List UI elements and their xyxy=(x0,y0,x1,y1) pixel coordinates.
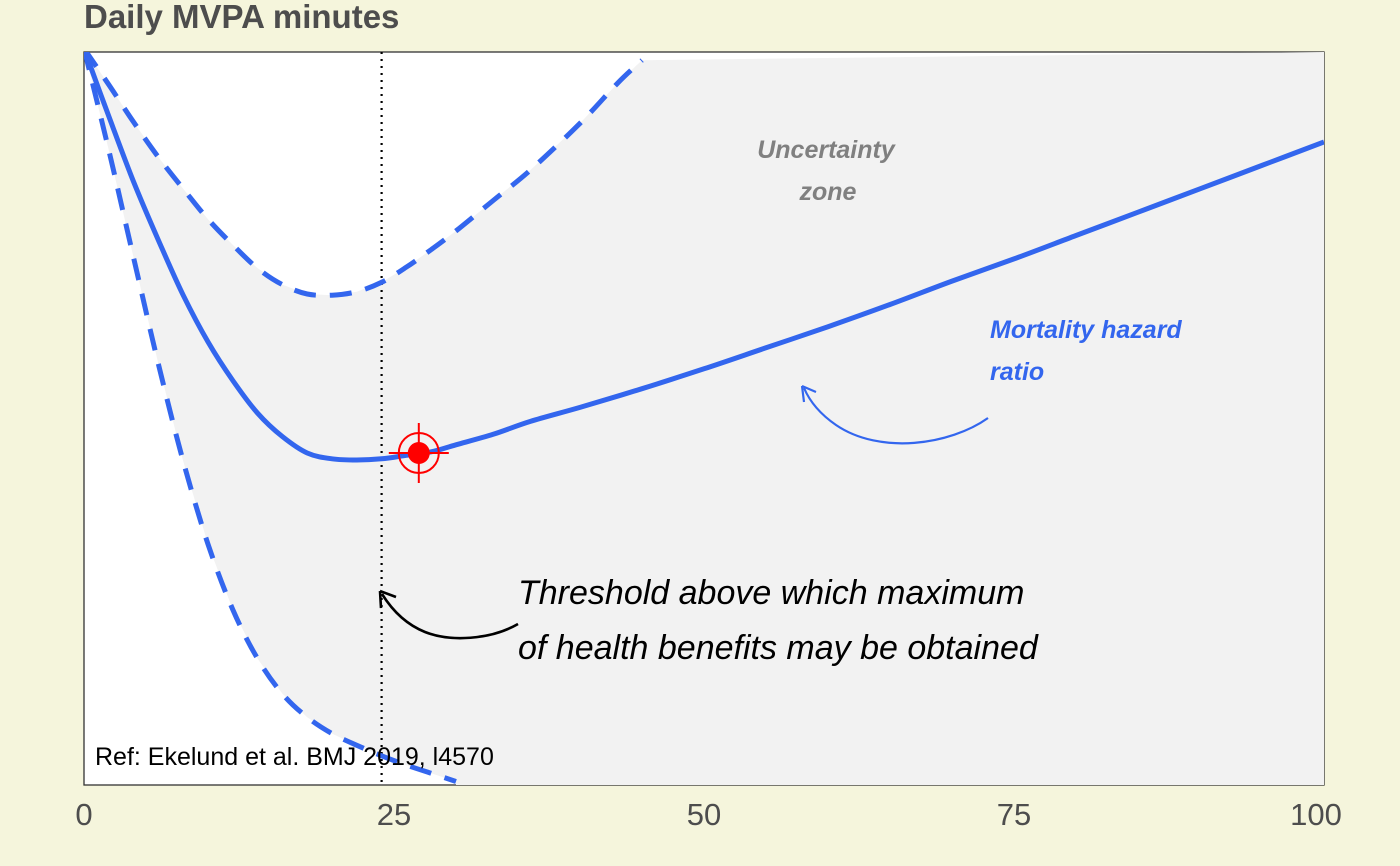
uncertainty-label-line2: zone xyxy=(799,178,857,206)
threshold-label-line2: of health benefits may be obtained xyxy=(518,629,1039,667)
x-tick-75: 75 xyxy=(997,797,1031,832)
hazard-label-line1: Mortality hazard xyxy=(990,316,1182,344)
hazard-label-line2: ratio xyxy=(990,358,1044,386)
target-dot xyxy=(407,441,430,464)
x-tick-100: 100 xyxy=(1290,797,1342,832)
uncertainty-label-line1: Uncertainty xyxy=(757,136,896,164)
threshold-arrow xyxy=(378,589,519,640)
reference-note: Ref: Ekelund et al. BMJ 2019, l4570 xyxy=(95,743,494,771)
upper-bound-line xyxy=(84,52,644,298)
x-tick-50: 50 xyxy=(687,797,721,832)
threshold-label-line1: Threshold above which maximum xyxy=(518,574,1024,612)
lower-bound-line xyxy=(84,52,457,784)
hazard-arrow xyxy=(800,384,989,445)
chart-title: Daily MVPA minutes xyxy=(84,0,399,35)
x-tick-0: 0 xyxy=(75,797,92,832)
x-tick-25: 25 xyxy=(377,797,411,832)
hazard-ratio-line xyxy=(84,52,1324,463)
uncertainty-band xyxy=(84,52,1324,785)
threshold-target-marker xyxy=(388,422,449,483)
